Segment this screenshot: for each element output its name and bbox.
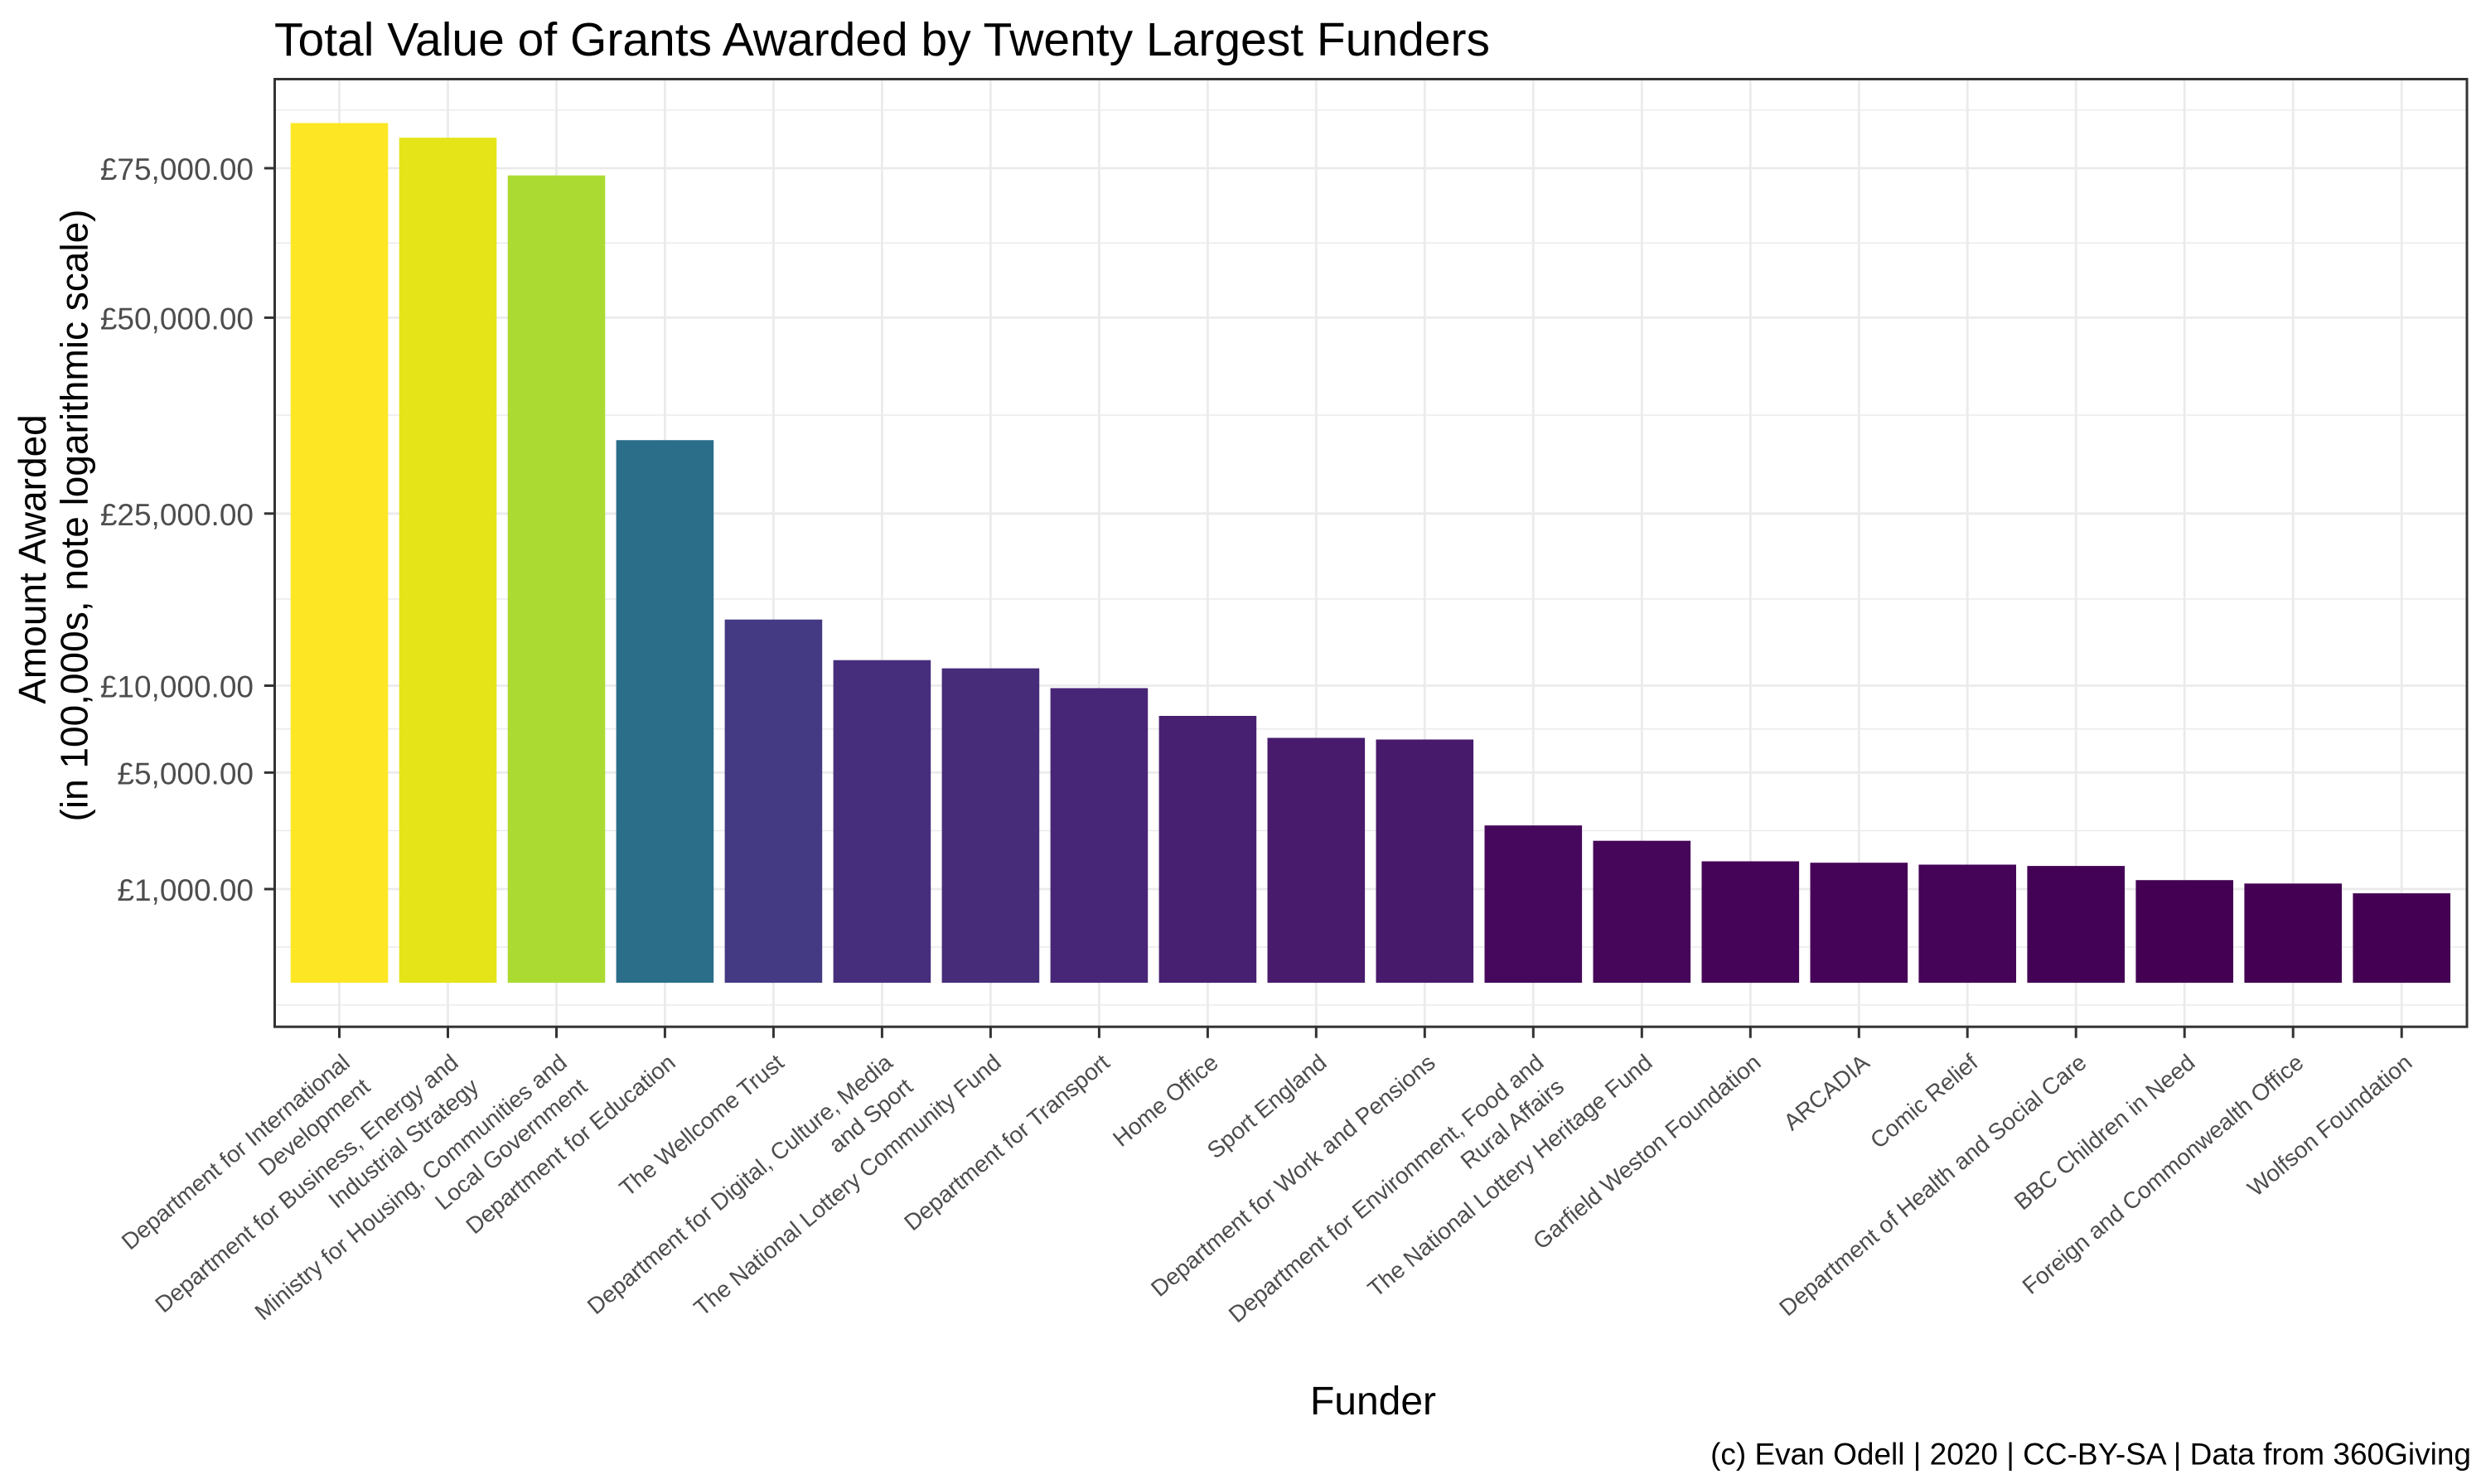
svg-text:£10,000.00: £10,000.00 xyxy=(100,670,254,704)
svg-text:(c) Evan Odell | 2020 | CC-BY-: (c) Evan Odell | 2020 | CC-BY-SA | Data … xyxy=(1710,1438,2471,1472)
svg-text:£25,000.00: £25,000.00 xyxy=(100,498,254,532)
svg-text:£50,000.00: £50,000.00 xyxy=(100,302,254,336)
svg-text:£5,000.00: £5,000.00 xyxy=(117,757,254,791)
svg-text:Amount Awarded: Amount Awarded xyxy=(11,414,54,704)
svg-text:Total Value of Grants Awarded: Total Value of Grants Awarded by Twenty … xyxy=(274,13,1490,66)
svg-text:£75,000.00: £75,000.00 xyxy=(100,152,254,186)
svg-text:£1,000.00: £1,000.00 xyxy=(117,873,254,907)
svg-text:(in 100,000s, note logarithmic: (in 100,000s, note logarithmic scale) xyxy=(53,210,96,822)
svg-text:Funder: Funder xyxy=(1310,1380,1436,1424)
